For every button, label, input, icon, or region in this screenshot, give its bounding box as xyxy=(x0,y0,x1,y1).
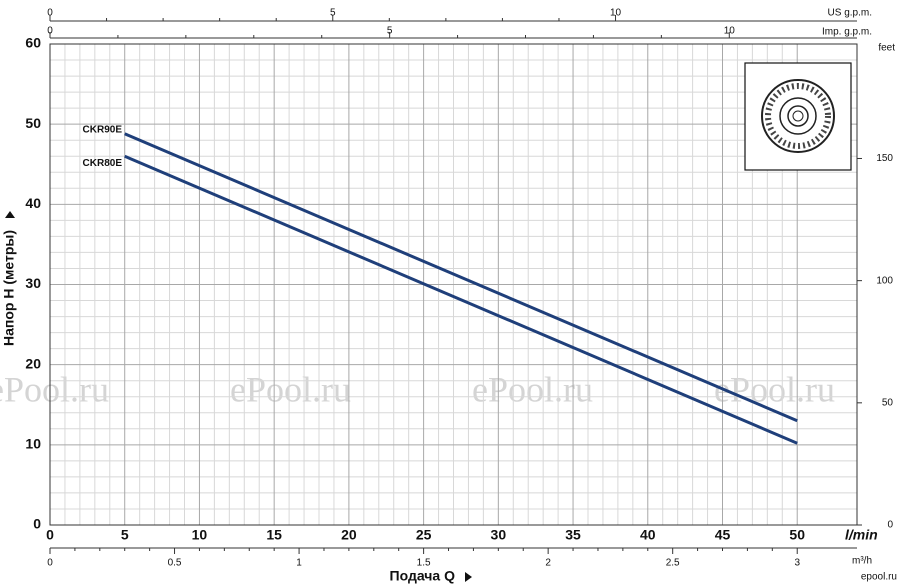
x-tick-label: 25 xyxy=(416,527,432,543)
imp_gpm_axis-label: Imp. g.p.m. xyxy=(822,27,872,38)
feet-label: feet xyxy=(878,43,895,54)
feet-tick-label: 0 xyxy=(887,520,893,531)
imp_gpm_axis-tick-label: 10 xyxy=(724,26,736,37)
x-tick-label: 15 xyxy=(266,527,282,543)
imp_gpm_axis-tick-label: 0 xyxy=(47,26,53,37)
x-axis-title: Подача Q xyxy=(390,568,456,584)
x-unit: l/min xyxy=(845,527,878,543)
x-tick-label: 20 xyxy=(341,527,357,543)
y-tick-label: 10 xyxy=(25,436,41,452)
m3h_axis-tick-label: 0.5 xyxy=(168,558,182,569)
x-tick-label: 0 xyxy=(46,527,54,543)
x-tick-label: 5 xyxy=(121,527,129,543)
logo: epool.ru xyxy=(861,572,897,583)
y-tick-label: 40 xyxy=(25,195,41,211)
y-tick-label: 50 xyxy=(25,115,41,131)
x-tick-label: 10 xyxy=(192,527,208,543)
us_gpm_axis-tick-label: 0 xyxy=(47,8,53,19)
m3h_axis-tick-label: 0 xyxy=(47,558,53,569)
x-tick-label: 45 xyxy=(715,527,731,543)
arrow xyxy=(5,211,15,218)
x-tick-label: 35 xyxy=(565,527,581,543)
y-tick-label: 30 xyxy=(25,275,41,291)
series-line xyxy=(124,154,798,445)
y-tick-label: 20 xyxy=(25,355,41,371)
imp_gpm_axis-tick-label: 5 xyxy=(387,26,393,37)
series-line xyxy=(124,132,798,423)
x-tick-label: 30 xyxy=(491,527,507,543)
m3h_axis-label: m³/h xyxy=(852,556,872,567)
x-tick-label: 40 xyxy=(640,527,656,543)
m3h_axis-tick-label: 2 xyxy=(545,558,551,569)
us_gpm_axis-tick-label: 5 xyxy=(330,8,336,19)
watermark: ePool.ru xyxy=(0,369,109,409)
arrow xyxy=(465,572,472,582)
m3h_axis-tick-label: 3 xyxy=(794,558,800,569)
plot-frame xyxy=(49,43,858,526)
m3h_axis-tick-label: 1 xyxy=(296,558,302,569)
us_gpm_axis-tick-label: 10 xyxy=(610,8,622,19)
us_gpm_axis-label: US g.p.m. xyxy=(828,8,872,19)
pump-image xyxy=(744,62,852,171)
m3h_axis-tick-label: 1.5 xyxy=(417,558,431,569)
x-tick-label: 50 xyxy=(789,527,805,543)
y-axis-title: Напор H (метры) xyxy=(1,230,17,346)
y-tick-label: 0 xyxy=(33,516,41,532)
m3h_axis-tick-label: 2.5 xyxy=(666,558,680,569)
feet-tick-label: 100 xyxy=(876,275,893,286)
y-tick-label: 60 xyxy=(25,35,41,51)
feet-tick-label: 50 xyxy=(882,397,894,408)
watermark: ePool.ru xyxy=(714,369,835,409)
watermark: ePool.ru xyxy=(230,369,351,409)
series-label: CKR90E xyxy=(83,124,123,135)
feet-tick-label: 150 xyxy=(876,153,893,164)
series-label: CKR80E xyxy=(83,158,123,169)
watermark: ePool.ru xyxy=(472,369,593,409)
